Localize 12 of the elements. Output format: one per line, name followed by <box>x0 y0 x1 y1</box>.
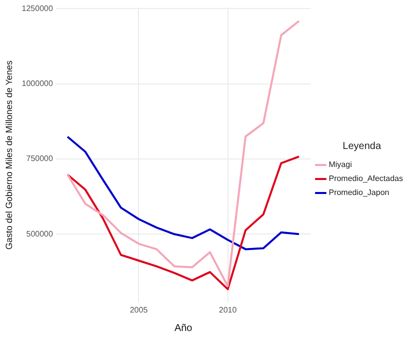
y-tick-label: 500000 <box>26 229 54 238</box>
legend-label: Promedio_Afectadas <box>328 174 403 184</box>
legend-title: Leyenda <box>342 140 382 152</box>
y-tick-label: 750000 <box>26 154 54 164</box>
legend-label: Promedio_Japon <box>328 188 390 198</box>
y-tick-label: 1000000 <box>22 79 54 88</box>
x-tick-label: 2010 <box>218 305 238 314</box>
y-tick-label: 1250000 <box>22 4 54 13</box>
y-axis-title: Gasto del Gobierno Miles de Millones de Yenes <box>4 60 14 250</box>
x-axis-title: Año <box>174 322 193 334</box>
legend-label: Miyagi <box>328 160 352 170</box>
x-tick-label: 2005 <box>130 305 148 314</box>
